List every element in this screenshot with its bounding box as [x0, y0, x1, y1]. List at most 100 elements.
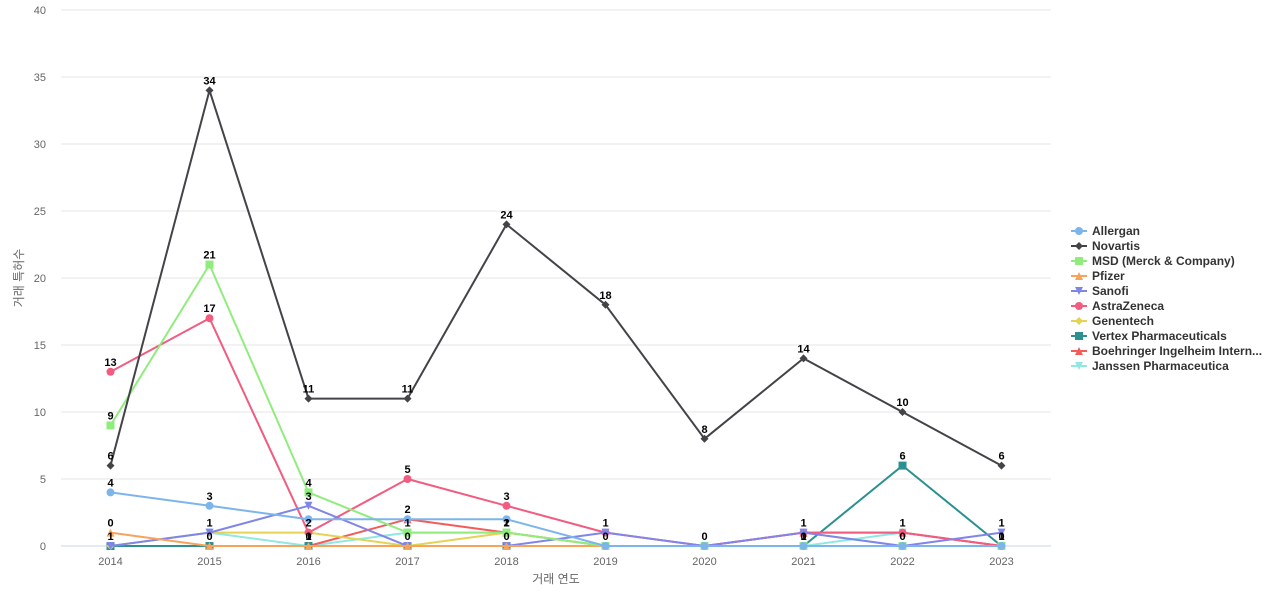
data-point: [997, 542, 1006, 550]
series-line: [109, 89, 1002, 467]
data-label: 4: [107, 477, 114, 489]
data-label: 0: [998, 531, 1004, 543]
series-astrazeneca: [106, 314, 1006, 550]
y-tick-label: 20: [34, 273, 46, 285]
data-label: 1: [998, 531, 1004, 543]
data-point: [205, 528, 214, 537]
data-point: [502, 515, 511, 524]
data-label: 34: [203, 75, 216, 87]
data-label: 5: [404, 464, 410, 476]
data-label: 11: [402, 384, 414, 396]
legend-marker: [1075, 302, 1083, 310]
data-point: [304, 394, 313, 403]
data-label: 6: [998, 451, 1004, 463]
data-label: 1: [899, 518, 905, 530]
data-point: [106, 542, 115, 550]
x-tick-label: 2017: [395, 556, 419, 568]
data-label: 2: [503, 518, 509, 530]
series-line: [110, 464, 1003, 547]
data-label: 17: [203, 303, 215, 315]
data-label: 18: [599, 290, 611, 302]
legend-item-novartis[interactable]: Novartis: [1071, 239, 1140, 253]
data-label: 3: [305, 491, 311, 503]
y-tick-label: 25: [34, 206, 46, 218]
data-label: 14: [797, 343, 810, 355]
series-line: [110, 491, 1002, 547]
data-point: [898, 461, 907, 470]
y-tick-label: 10: [34, 407, 46, 419]
data-point: [304, 542, 313, 550]
data-label: 24: [500, 209, 513, 221]
data-point: [601, 542, 610, 550]
y-tick-label: 40: [34, 5, 46, 17]
data-label: 6: [107, 451, 113, 463]
data-label: 9: [107, 410, 113, 422]
legend-item-genentech[interactable]: Genentech: [1071, 314, 1154, 328]
y-tick-label: 30: [34, 139, 46, 151]
legend-label: Boehringer Ingelheim Intern...: [1092, 344, 1262, 358]
legend-item-astrazeneca[interactable]: AstraZeneca: [1071, 299, 1164, 313]
data-label: 0: [107, 518, 113, 530]
y-tick-label: 15: [34, 340, 46, 352]
data-label: 0: [503, 531, 509, 543]
data-point: [205, 260, 214, 269]
x-tick-label: 2014: [98, 556, 122, 568]
data-label: 1: [503, 518, 509, 530]
x-tick-label: 2019: [593, 556, 617, 568]
y-tick-label: 5: [40, 474, 46, 486]
data-point: [799, 542, 808, 550]
data-label: 4: [305, 477, 312, 489]
data-label: 1: [800, 518, 806, 530]
data-label: 0: [602, 531, 608, 543]
legend-item-pfizer[interactable]: Pfizer: [1071, 269, 1125, 283]
data-label: 6: [899, 451, 905, 463]
legend-marker: [1075, 257, 1083, 265]
data-point: [799, 528, 808, 537]
legend-item-sanofi[interactable]: Sanofi: [1071, 284, 1129, 298]
data-label: 3: [206, 491, 212, 503]
legend-marker: [1075, 227, 1083, 235]
data-point: [898, 408, 907, 416]
data-label: 11: [303, 384, 315, 396]
legend-label: Sanofi: [1092, 284, 1129, 298]
legend-item-vertex-pharmaceuticals[interactable]: Vertex Pharmaceuticals: [1071, 329, 1227, 343]
legend-label: AstraZeneca: [1092, 299, 1164, 313]
series-layer: [106, 86, 1006, 550]
data-label: 2: [305, 518, 311, 530]
legend-item-allergan[interactable]: Allergan: [1071, 224, 1140, 238]
data-point: [106, 528, 115, 537]
data-point: [106, 367, 115, 376]
legend-label: Janssen Pharmaceutica: [1092, 359, 1229, 373]
legend-item-msd-merck-company[interactable]: MSD (Merck & Company): [1071, 254, 1235, 268]
data-label: 1: [107, 531, 113, 543]
legend-label: Allergan: [1092, 224, 1140, 238]
data-label: 0: [800, 531, 806, 543]
legend-item-janssen-pharmaceutica[interactable]: Janssen Pharmaceutica: [1071, 359, 1229, 373]
data-point: [403, 528, 412, 537]
data-label: 0: [899, 531, 905, 543]
series-line: [109, 263, 1002, 547]
data-label: 2: [404, 504, 410, 516]
data-point: [106, 421, 115, 430]
axis-layer: 거래 연도 거래 특허수: [12, 249, 580, 586]
legend-label: Novartis: [1092, 239, 1140, 253]
legend-item-boehringer-ingelheim-intern[interactable]: Boehringer Ingelheim Intern...: [1071, 344, 1262, 358]
data-point: [106, 488, 115, 497]
x-tick-label: 2016: [296, 556, 320, 568]
data-point: [106, 461, 115, 470]
data-point: [304, 501, 313, 510]
data-label: 1: [602, 518, 608, 530]
x-axis-title: 거래 연도: [532, 572, 580, 586]
x-tick-label: 2023: [989, 556, 1013, 568]
legend-marker: [1075, 272, 1083, 280]
data-point: [403, 542, 412, 550]
series-novartis: [106, 86, 1006, 470]
legend-marker: [1075, 362, 1083, 370]
data-label: 1: [404, 518, 410, 530]
legend-marker: [1075, 317, 1083, 325]
series-msd-merck-company: [106, 260, 1006, 550]
series-allergan: [106, 488, 1006, 550]
data-label: 1: [206, 518, 212, 530]
